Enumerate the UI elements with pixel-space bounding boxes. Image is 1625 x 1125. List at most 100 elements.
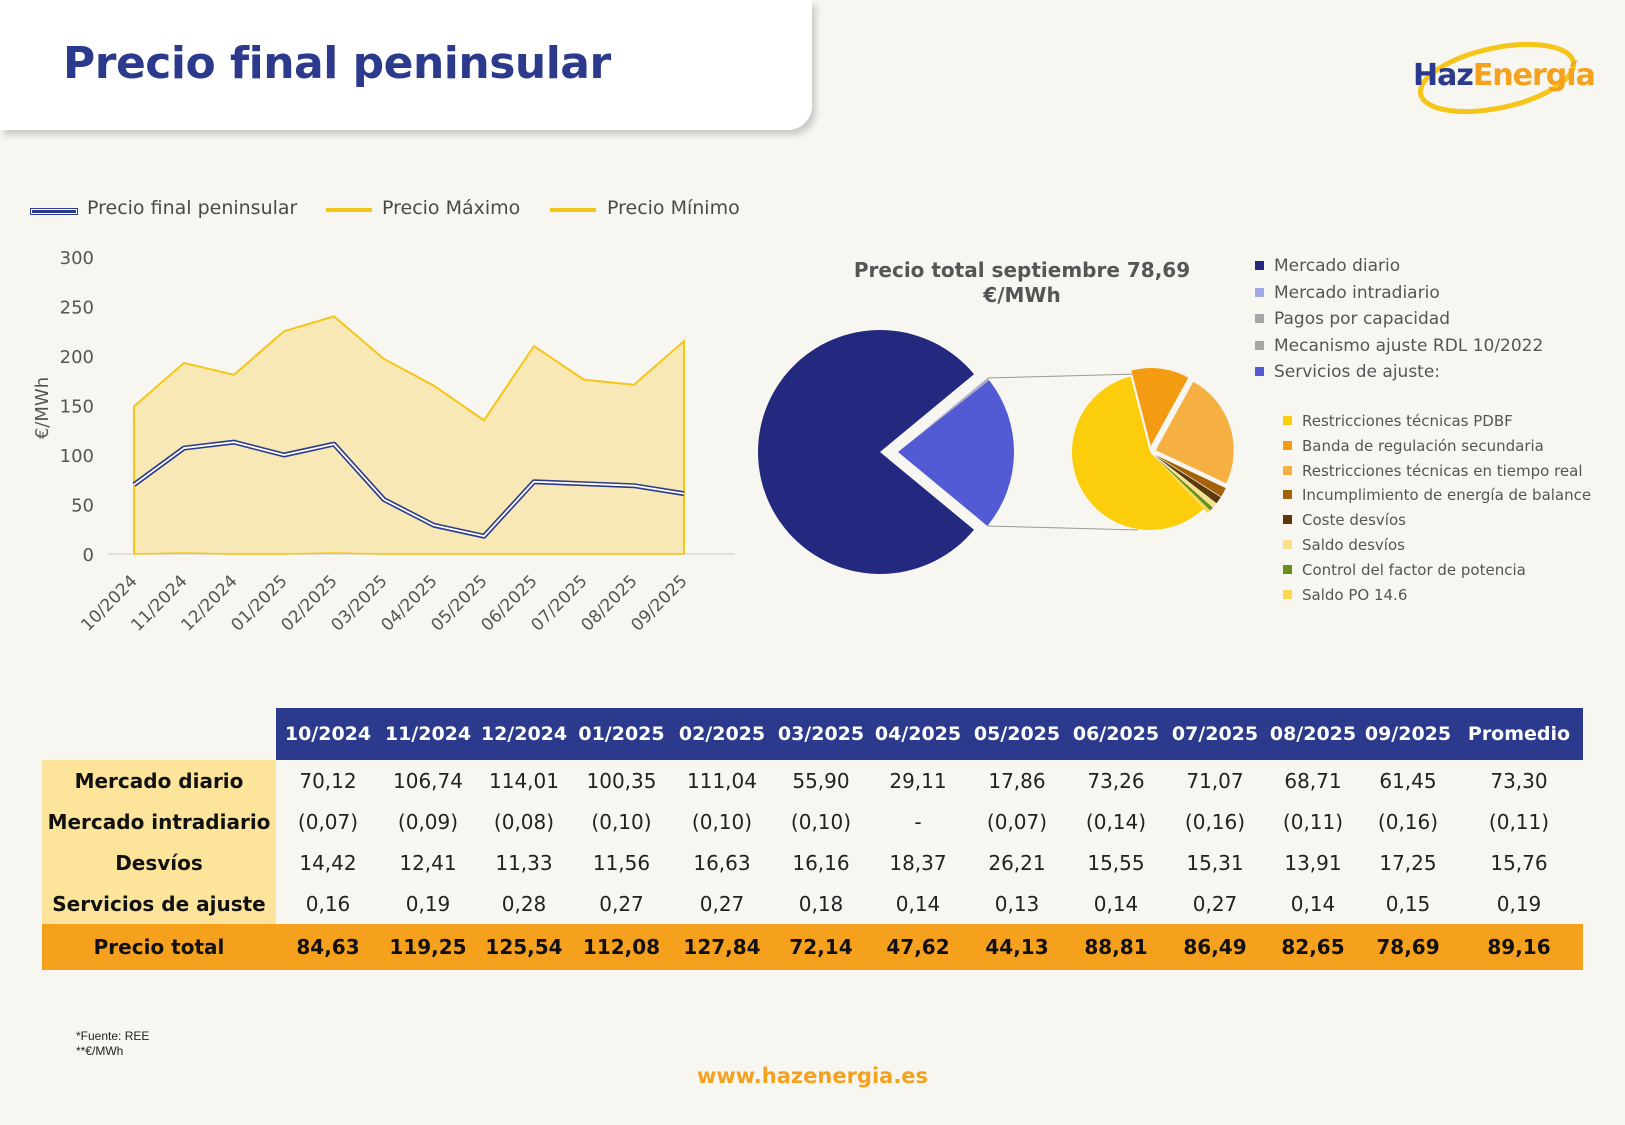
column-header: 03/2025 (773, 708, 869, 760)
y-tick-label: 300 (60, 248, 94, 269)
column-header: 04/2025 (869, 708, 967, 760)
table-cell: (0,11) (1488, 809, 1550, 834)
footer-website-link[interactable]: www.hazenergia.es (696, 1064, 929, 1088)
connector-line-bottom (987, 525, 1139, 531)
table-cell: (0,14) (1085, 809, 1147, 834)
legend-swatch-line (326, 208, 372, 212)
column-header: Promedio (1455, 708, 1583, 760)
pie-legend-item: Pagos por capacidad (1255, 309, 1450, 329)
y-tick-label: 150 (60, 397, 94, 418)
column-header: 10/2024 (276, 708, 380, 760)
row-label: Mercado intradiario (42, 801, 276, 842)
table-cell: 84,63 (276, 924, 380, 970)
table-cell: 29,11 (889, 768, 947, 793)
page-title: Precio final peninsular (63, 38, 611, 89)
table-row: Mercado diario 70,12 106,74 114,01 100,35 111… (42, 760, 1583, 801)
pie-slice-mecanismo-ajuste-rdl-10-2022 (898, 379, 990, 452)
sub-pie-slice-saldo-po-14-6 (1154, 456, 1211, 514)
pie-slice-servicios-de-ajuste (898, 380, 1014, 526)
table-header-row: 10/2024 11/2024 12/2024 01/2025 02/2025 03/20… (42, 708, 1583, 760)
table-cell: 71,07 (1186, 768, 1244, 793)
column-header: 11/2024 (380, 708, 476, 760)
price-table: 10/2024 11/2024 12/2024 01/2025 02/2025 03/20… (42, 708, 1583, 970)
table-cell: 0,14 (1290, 891, 1336, 916)
legend-label: Pagos por capacidad (1274, 309, 1450, 329)
legend-label: Mercado intradiario (1274, 282, 1440, 303)
x-tick-label: 09/2025 (627, 571, 691, 635)
sub-pie-slice-coste-desv-os (1154, 455, 1221, 504)
table-cell: (0,16) (1377, 809, 1439, 834)
connector-line-top (987, 373, 1139, 379)
table-cell: 125,54 (476, 924, 572, 970)
table-cell: 16,63 (693, 850, 751, 875)
pie-slice-pagos-por-capacidad (898, 379, 989, 452)
table-cell: 0,15 (1385, 891, 1431, 916)
column-header: 09/2025 (1361, 708, 1455, 760)
table-cell: (0,07) (986, 809, 1048, 834)
table-cell: 114,01 (489, 768, 559, 793)
table-cell: 88,81 (1067, 924, 1165, 970)
legend-label: Precio final peninsular (87, 197, 298, 219)
table-cell: 119,25 (380, 924, 476, 970)
legend-swatch (1255, 340, 1264, 350)
y-tick-label: 200 (60, 347, 94, 368)
column-header: 01/2025 (572, 708, 671, 760)
series-line-precio-final-inner (133, 441, 685, 538)
table-cell: 89,16 (1455, 924, 1583, 970)
legend-label: Saldo desvíos (1302, 536, 1405, 554)
table-cell: 127,84 (671, 924, 773, 970)
column-header: 08/2025 (1265, 708, 1361, 760)
table-cell: 111,04 (687, 768, 757, 793)
sub-pie-slice-control-del-factor-de-potencia (1154, 456, 1213, 511)
legend-swatch (1255, 367, 1264, 376)
legend-swatch (1255, 261, 1264, 270)
legend-swatch-line (30, 208, 78, 215)
pie-chart-title: Precio total septiembre 78,69 €/MWh (853, 258, 1191, 307)
table-cell: 0,16 (305, 891, 351, 916)
legend-label: Mecanismo ajuste RDL 10/2022 (1274, 335, 1544, 356)
table-cell: 15,55 (1087, 850, 1145, 875)
sub-pie-slice-saldo-desv-os (1154, 455, 1217, 508)
legend-label: Restricciones técnicas PDBF (1302, 412, 1513, 430)
footnotes: *Fuente: REE **€/MWh (76, 1029, 149, 1059)
table-cell: 13,91 (1284, 850, 1342, 875)
legend-label: Precio Máximo (382, 197, 521, 219)
legend-swatch (1255, 314, 1264, 323)
pie-legend-item: Mercado intradiario (1255, 283, 1440, 303)
table-cell: 26,21 (988, 850, 1046, 875)
table-cell: 15,76 (1490, 850, 1548, 875)
table-cell: 72,14 (773, 924, 869, 970)
table-row: Desvíos 14,42 12,41 11,33 11,56 16,63 16,16 18,… (42, 842, 1583, 883)
series-line-precio-maximo (133, 315, 685, 554)
table-cell: 18,37 (889, 850, 947, 875)
sub-pie-slice-restricciones-t-cnicas-en-tiempo-real (1155, 381, 1234, 484)
table-cell: 0,27 (699, 891, 745, 916)
table-cell: 0,28 (501, 891, 547, 916)
legend-label: Restricciones técnicas en tiempo real (1302, 461, 1583, 480)
table-cell: (0,11) (1282, 809, 1344, 834)
table-cell: 44,13 (967, 924, 1067, 970)
table-cell: 17,86 (988, 768, 1046, 793)
table-cell: 15,31 (1186, 850, 1244, 875)
table-cell: (0,10) (790, 809, 852, 834)
table-total-row: Precio total 84,63 119,25 125,54 112,08 127,8… (42, 924, 1583, 970)
column-header: 06/2025 (1067, 708, 1165, 760)
table-cell: 112,08 (572, 924, 671, 970)
legend-swatch-line (550, 208, 596, 212)
pie-legend-item: Control del factor de potencia (1283, 561, 1526, 579)
table-cell: (0,16) (1184, 809, 1246, 834)
pie-legend-item: Saldo desvíos (1283, 536, 1405, 554)
table-cell: (0,10) (691, 809, 753, 834)
table-cell: (0,09) (397, 809, 459, 834)
footnote-source: *Fuente: REE (76, 1029, 150, 1043)
sub-pie-slice-restricciones-t-cnicas-pdbf (1072, 376, 1204, 530)
table-cell: 0,13 (994, 891, 1040, 916)
pie-legend-item: Mercado diario (1255, 256, 1400, 276)
table-cell: 17,25 (1379, 850, 1437, 875)
price-area-chart: 050100150200250300€/MWh10/202411/202412/… (32, 248, 735, 635)
column-header: 05/2025 (967, 708, 1067, 760)
table-cell: 0,19 (405, 891, 451, 916)
logo-swoosh-icon (1417, 41, 1577, 115)
legend-swatch (1283, 490, 1292, 500)
table-cell: 106,74 (393, 768, 463, 793)
